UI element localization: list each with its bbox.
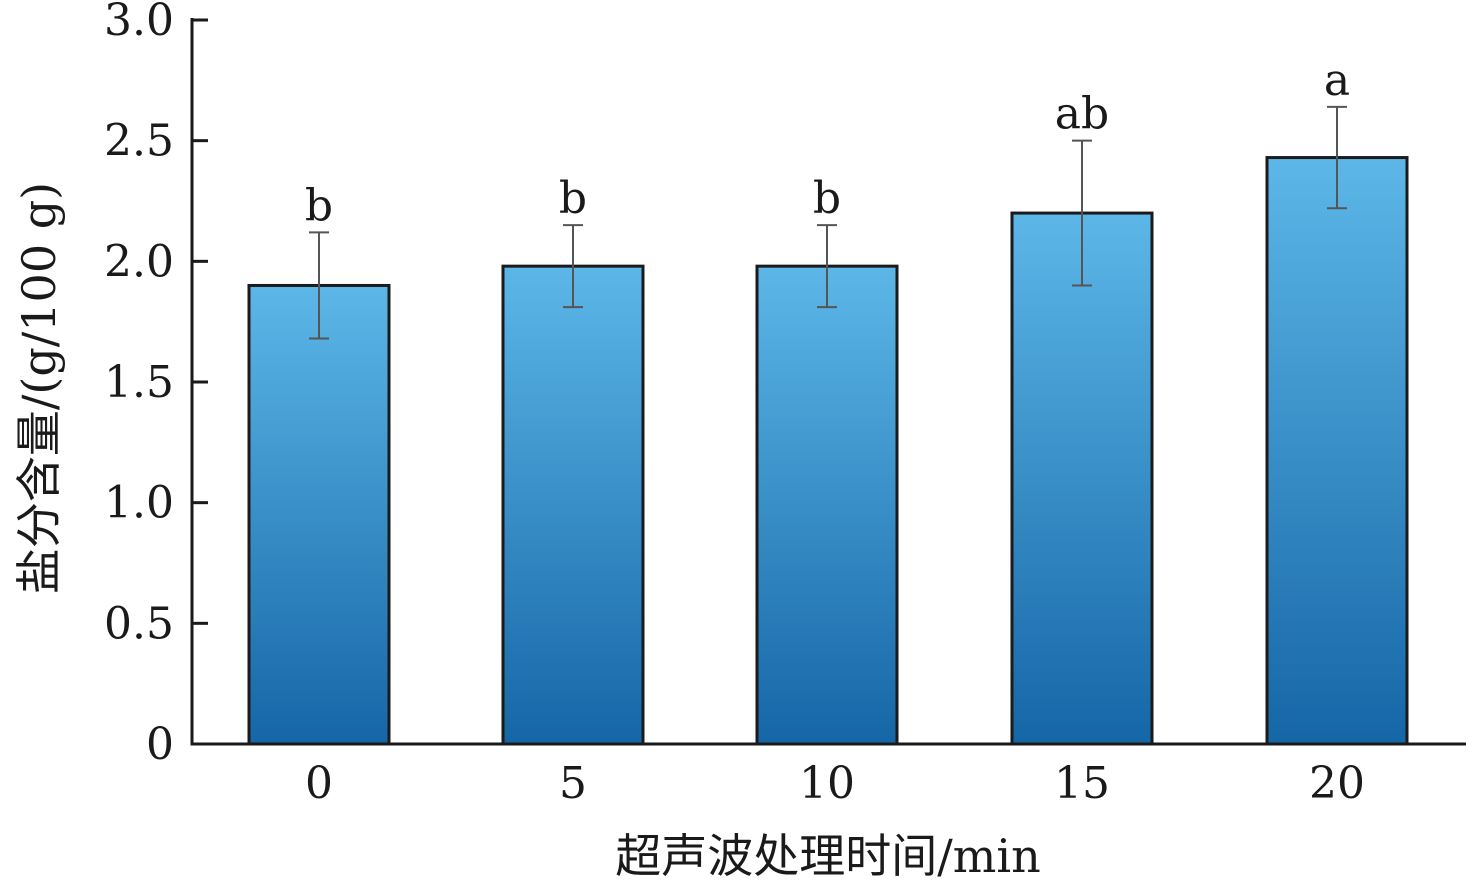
- y-tick-label: 1.5: [104, 357, 174, 408]
- bar-20: [1265, 156, 1409, 746]
- x-tick-labels-layer: 0 5 10 15 20: [305, 758, 1365, 809]
- error-bar-15: [1072, 139, 1092, 287]
- significance-label-15: ab: [1055, 89, 1109, 140]
- bar-0: [247, 283, 391, 746]
- y-tick-label: 1.0: [104, 478, 174, 529]
- y-tick-label: 3.0: [104, 0, 174, 46]
- x-tick-label-20: 20: [1309, 758, 1365, 809]
- y-tick-label: 2.0: [104, 236, 174, 287]
- x-axis-title: 超声波处理时间/min: [615, 829, 1040, 883]
- bar-15: [1010, 211, 1154, 746]
- y-tick-label: 0: [146, 719, 174, 770]
- error-bar-0: [309, 231, 329, 340]
- error-bar-5: [563, 224, 583, 309]
- significance-label-20: a: [1324, 55, 1350, 106]
- y-tick-label: 0.5: [104, 598, 174, 649]
- significance-label-10: b: [813, 173, 841, 224]
- y-tick-labels-layer: 0 0.5 1.0 1.5 2.0 2.5 3.0: [104, 0, 174, 770]
- axes-layer: [190, 18, 1466, 746]
- error-bar-10: [817, 224, 837, 309]
- x-tick-label-0: 0: [305, 758, 333, 809]
- significance-label-5: b: [559, 173, 587, 224]
- significance-labels-layer: b b b ab a: [305, 55, 1350, 231]
- y-axis-title: 盐分含量/(g/100 g): [12, 182, 66, 594]
- error-bars-layer: [309, 105, 1347, 340]
- bar-5: [501, 264, 645, 746]
- x-tick-label-5: 5: [559, 758, 587, 809]
- x-tick-label-10: 10: [799, 758, 855, 809]
- x-tick-label-15: 15: [1054, 758, 1110, 809]
- error-bar-20: [1327, 105, 1347, 210]
- significance-label-0: b: [305, 180, 333, 231]
- bar-10: [755, 264, 899, 746]
- y-tick-label: 2.5: [104, 116, 174, 167]
